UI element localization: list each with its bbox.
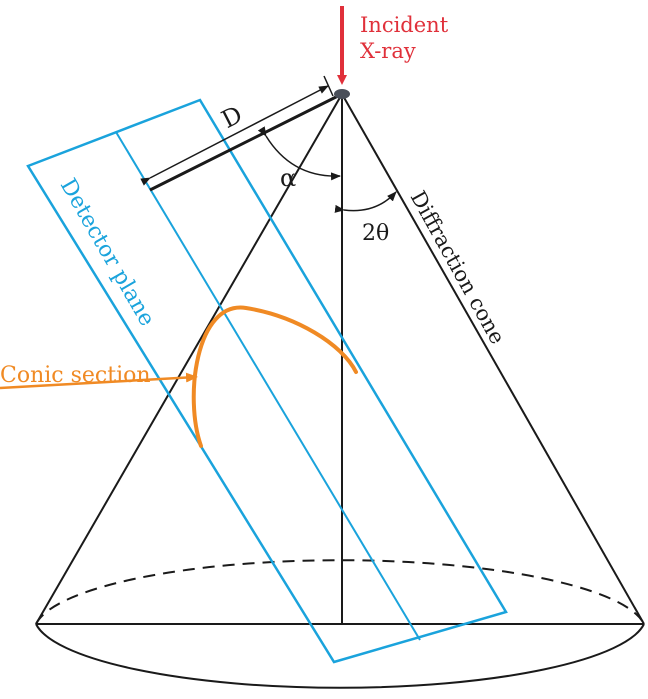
diffraction-cone-label: Diffraction cone xyxy=(406,187,510,348)
alpha-arc xyxy=(257,126,341,181)
cone-right-edge xyxy=(341,93,645,625)
incident-label-line1: Incident xyxy=(360,13,449,37)
alpha-label: α xyxy=(280,164,296,192)
incident-label-line2: X-ray xyxy=(360,39,416,63)
conic-section-label: Conic section xyxy=(0,363,151,388)
cone-base-front xyxy=(35,623,645,689)
conic-section-curve xyxy=(191,305,358,448)
two-theta-label: 2θ xyxy=(362,221,389,246)
distance-arrow xyxy=(140,85,329,186)
conic-section-pointer xyxy=(0,372,198,390)
detector-centerline xyxy=(115,131,421,641)
distance-label: D xyxy=(217,100,247,134)
sample-point xyxy=(334,89,350,99)
cone-base-back xyxy=(35,559,645,625)
distance-tick xyxy=(323,75,334,97)
detector-plane-label: Detector plane xyxy=(55,175,160,331)
two-theta-arc xyxy=(334,191,397,213)
